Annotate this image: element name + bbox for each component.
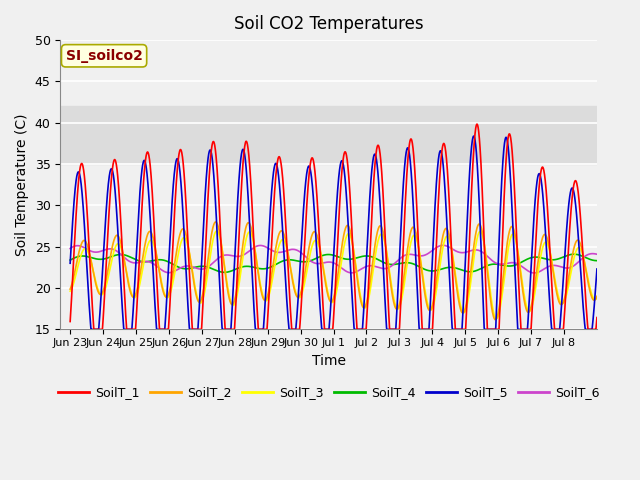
SoilT_4 bbox=[233, 266, 241, 272]
Line: SoilT_5: SoilT_5 bbox=[70, 136, 597, 329]
SoilT_3 bbox=[593, 295, 601, 301]
SoilT_2 bbox=[522, 306, 530, 312]
Line: SoilT_6: SoilT_6 bbox=[70, 245, 597, 273]
SoilT_3 bbox=[365, 293, 373, 299]
SoilT_5 bbox=[119, 316, 127, 322]
SoilT_3 bbox=[492, 316, 500, 322]
SoilT_6 bbox=[67, 246, 74, 252]
SoilT_1 bbox=[593, 315, 601, 321]
SoilT_5 bbox=[233, 216, 241, 222]
SoilT_4 bbox=[586, 256, 594, 262]
SoilT_6 bbox=[531, 270, 538, 276]
Line: SoilT_4: SoilT_4 bbox=[70, 254, 597, 272]
SoilT_4 bbox=[492, 261, 500, 267]
SoilT_3 bbox=[233, 294, 241, 300]
SoilT_3 bbox=[522, 301, 530, 307]
SoilT_2 bbox=[365, 286, 373, 292]
SoilT_1 bbox=[492, 326, 500, 332]
SoilT_6 bbox=[232, 253, 240, 259]
SoilT_6 bbox=[119, 253, 127, 259]
SoilT_3 bbox=[213, 228, 221, 234]
SoilT_4 bbox=[522, 257, 530, 263]
SoilT_1 bbox=[233, 284, 241, 290]
SoilT_5 bbox=[586, 326, 594, 332]
SoilT_4 bbox=[119, 252, 127, 257]
Title: Soil CO2 Temperatures: Soil CO2 Temperatures bbox=[234, 15, 424, 33]
Line: SoilT_2: SoilT_2 bbox=[70, 222, 597, 320]
SoilT_4 bbox=[221, 269, 228, 275]
Line: SoilT_1: SoilT_1 bbox=[70, 124, 597, 329]
SoilT_5 bbox=[470, 133, 477, 139]
SoilT_2 bbox=[492, 317, 499, 323]
Line: SoilT_3: SoilT_3 bbox=[70, 231, 597, 319]
Text: SI_soilco2: SI_soilco2 bbox=[66, 49, 143, 63]
SoilT_5 bbox=[522, 326, 530, 332]
SoilT_6 bbox=[492, 260, 500, 266]
SoilT_5 bbox=[492, 312, 500, 317]
SoilT_1 bbox=[586, 326, 594, 332]
SoilT_2 bbox=[119, 249, 127, 254]
SoilT_4 bbox=[570, 252, 578, 257]
SoilT_6 bbox=[365, 263, 372, 269]
SoilT_1 bbox=[473, 121, 481, 127]
SoilT_3 bbox=[492, 316, 500, 322]
SoilT_1 bbox=[365, 270, 373, 276]
SoilT_1 bbox=[119, 261, 127, 266]
Bar bbox=[60, 106, 597, 164]
SoilT_1 bbox=[522, 326, 530, 332]
SoilT_2 bbox=[233, 287, 241, 293]
SoilT_2 bbox=[67, 286, 74, 292]
SoilT_6 bbox=[586, 251, 594, 257]
SoilT_1 bbox=[90, 326, 98, 332]
SoilT_1 bbox=[67, 319, 74, 324]
SoilT_5 bbox=[87, 326, 95, 332]
Legend: SoilT_1, SoilT_2, SoilT_3, SoilT_4, SoilT_5, SoilT_6: SoilT_1, SoilT_2, SoilT_3, SoilT_4, Soil… bbox=[52, 381, 605, 404]
SoilT_6 bbox=[593, 252, 601, 257]
SoilT_3 bbox=[67, 288, 74, 294]
SoilT_2 bbox=[586, 288, 594, 294]
SoilT_5 bbox=[365, 206, 373, 212]
SoilT_4 bbox=[365, 253, 373, 259]
SoilT_4 bbox=[593, 258, 601, 264]
SoilT_6 bbox=[439, 242, 447, 248]
Y-axis label: Soil Temperature (C): Soil Temperature (C) bbox=[15, 113, 29, 256]
SoilT_4 bbox=[67, 257, 74, 263]
SoilT_2 bbox=[593, 293, 601, 299]
SoilT_6 bbox=[522, 266, 530, 272]
SoilT_5 bbox=[593, 266, 601, 272]
X-axis label: Time: Time bbox=[312, 354, 346, 368]
SoilT_3 bbox=[586, 285, 594, 290]
SoilT_2 bbox=[212, 219, 220, 225]
SoilT_3 bbox=[119, 251, 127, 257]
SoilT_5 bbox=[67, 260, 74, 266]
SoilT_2 bbox=[492, 316, 500, 322]
